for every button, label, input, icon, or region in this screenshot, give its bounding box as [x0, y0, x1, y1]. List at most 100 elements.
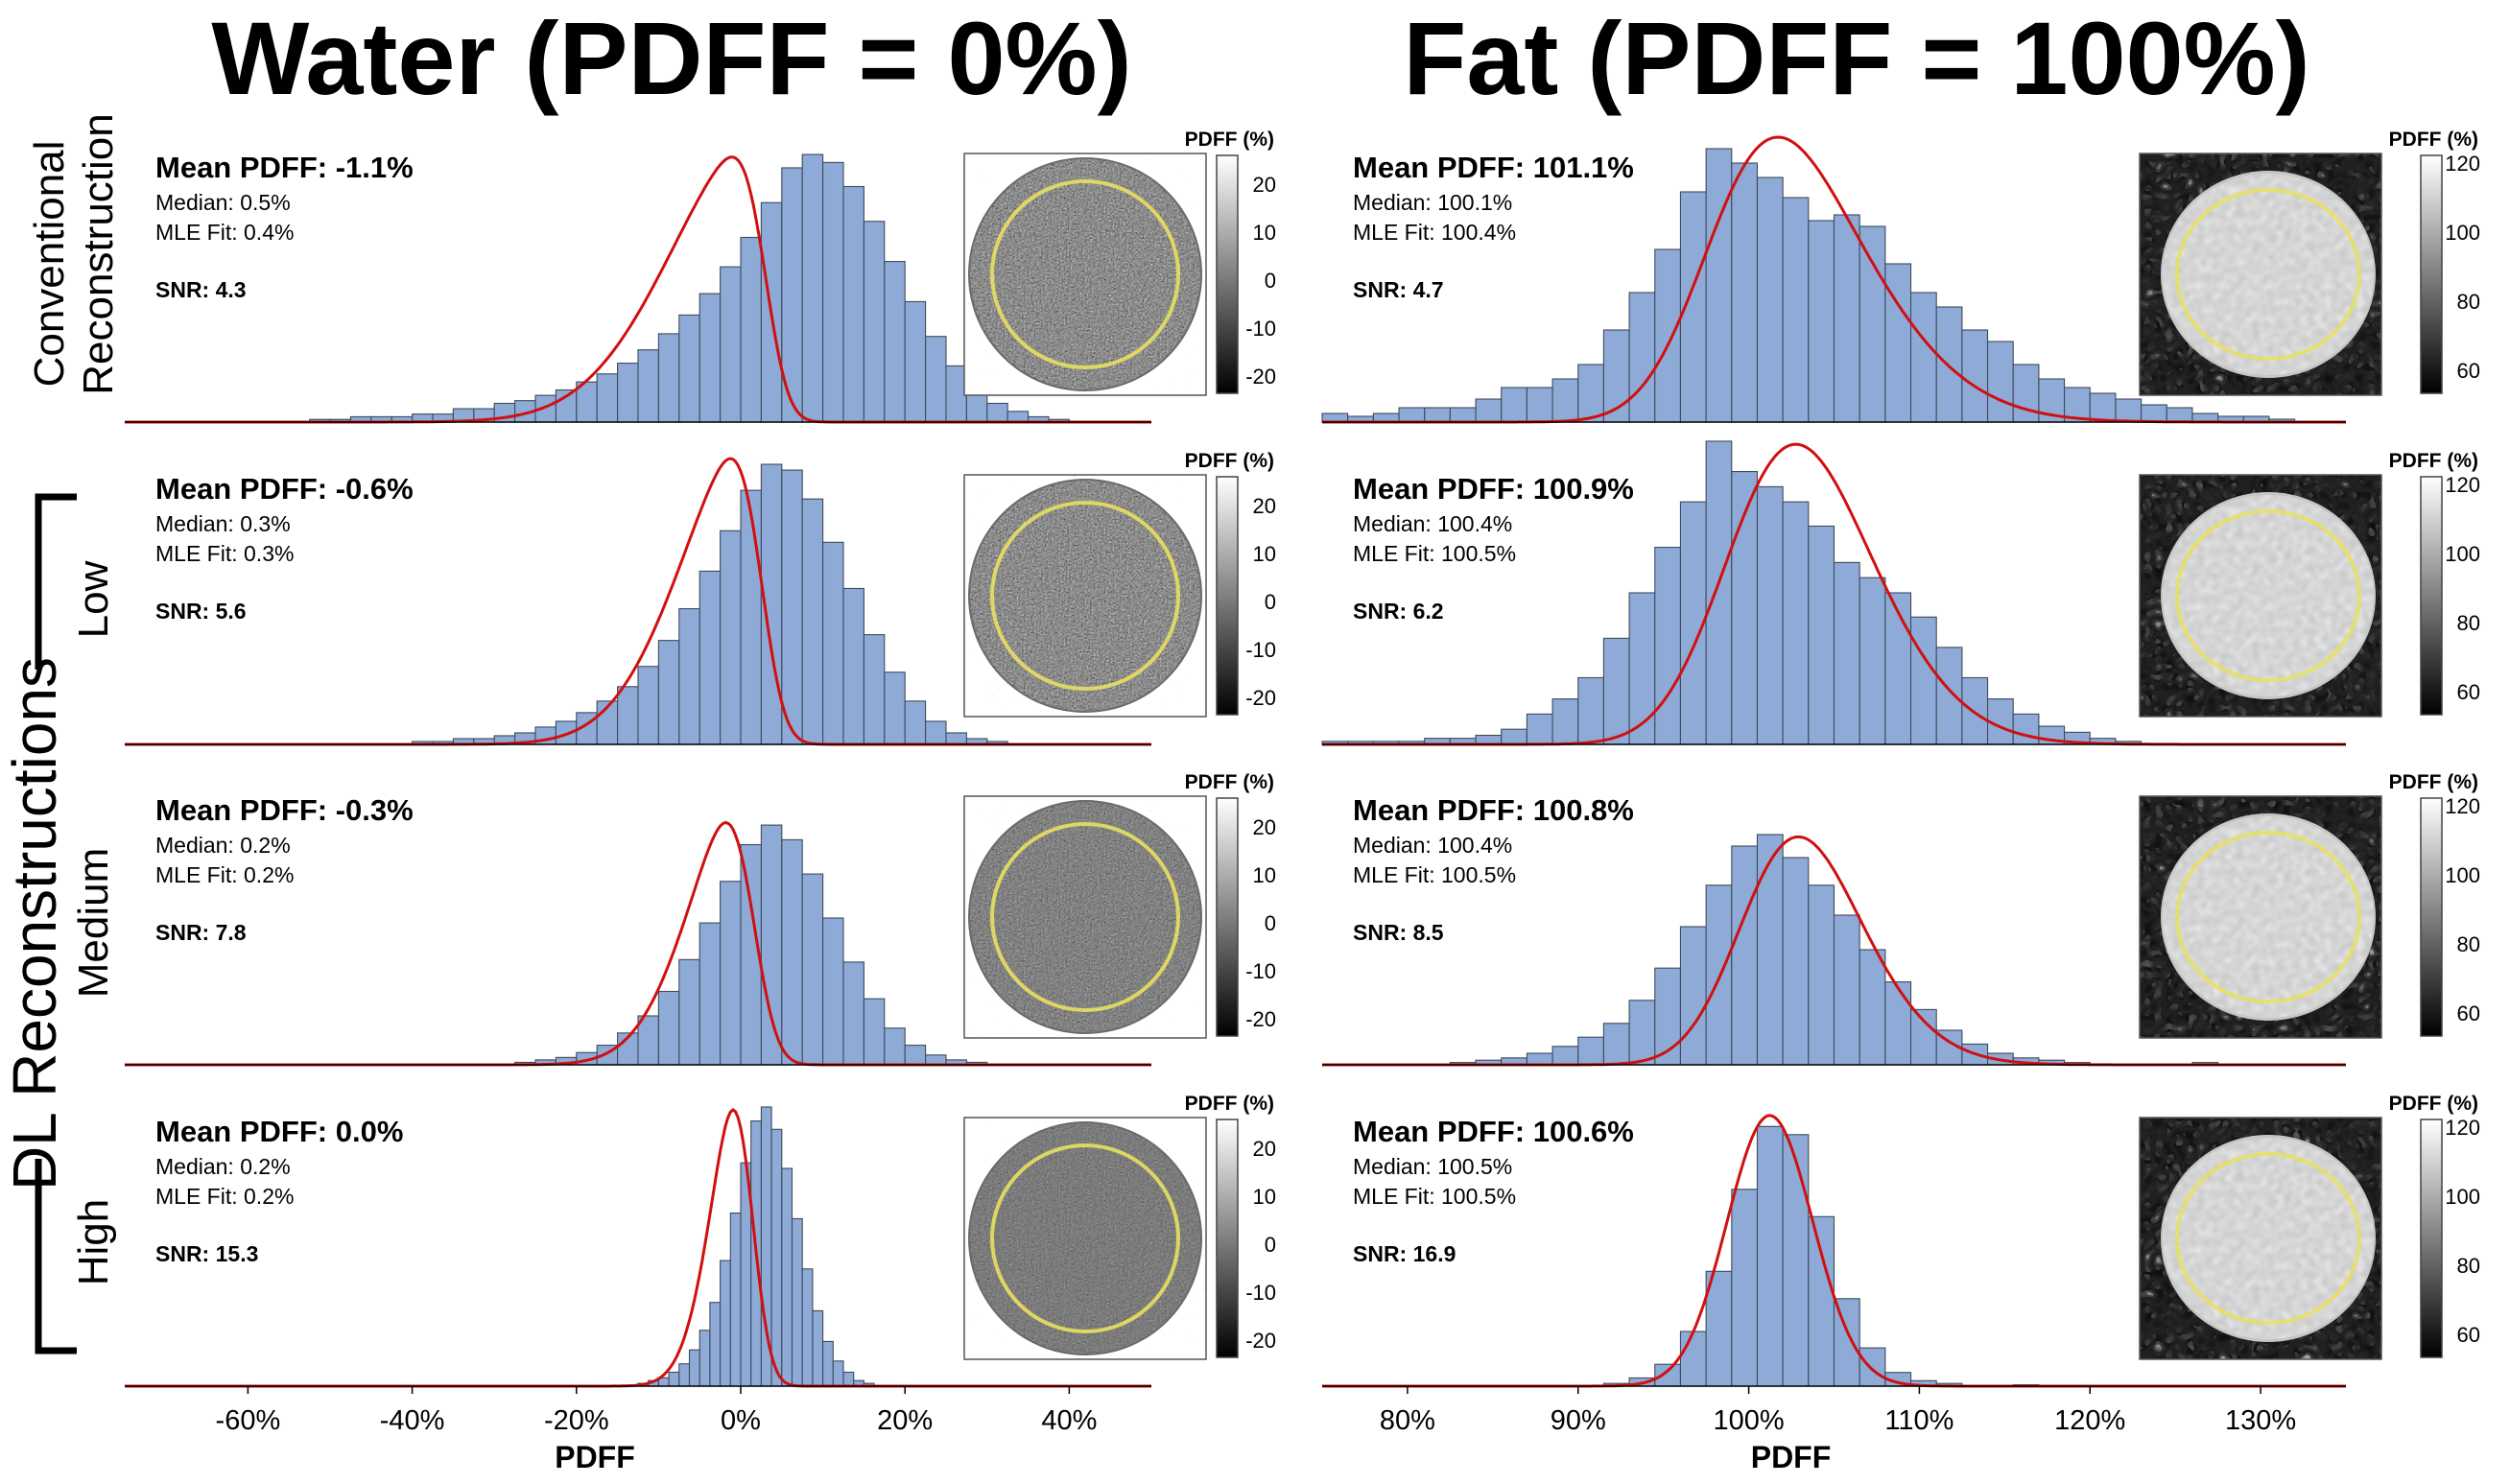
colorbar-title: PDFF (%): [2389, 450, 2478, 472]
histogram-bar: [1859, 577, 1886, 745]
row-label-line: Reconstruction: [75, 113, 122, 394]
histogram-bar: [1551, 378, 1579, 423]
phantom-disc-noise: [970, 159, 1200, 389]
colorbar-tick-label: 80: [2457, 290, 2480, 314]
pdff-map-inset: [963, 474, 1207, 718]
histogram-bar: [801, 153, 824, 423]
histogram-bar: [668, 1371, 680, 1387]
map-frame: [963, 474, 1207, 718]
histogram-bar: [863, 998, 886, 1066]
roi-circle: [990, 1143, 1180, 1333]
histogram-bar: [1628, 592, 1656, 745]
histogram-bar: [1602, 637, 1630, 745]
histogram-bar: [822, 541, 844, 745]
histogram-bar: [945, 732, 967, 745]
row-label-conventional: Conventional Reconstruction: [26, 113, 122, 394]
x-tick-label: 130%: [2225, 1405, 2296, 1436]
histogram-bar: [740, 236, 762, 423]
x-tick-label: -60%: [216, 1405, 281, 1436]
colorbar-tick-label: 120: [2445, 1116, 2480, 1140]
phantom-disc: [968, 479, 1202, 713]
mle-fit-label: MLE Fit: 0.4%: [155, 220, 294, 245]
histogram-water-dl-medium: Mean PDFF: -0.3% Median: 0.2% MLE Fit: 0.2…: [125, 771, 1276, 1067]
phantom-disc: [968, 800, 1202, 1034]
mle-fit-label: MLE Fit: 100.5%: [1353, 541, 1516, 566]
histogram-bar: [1679, 501, 1707, 745]
histogram-bar: [1705, 148, 1733, 423]
histogram-bar: [1526, 387, 1553, 423]
colorbar-title: PDFF (%): [1185, 771, 1274, 793]
histogram-bar: [1782, 857, 1810, 1066]
histogram-bar: [812, 1309, 824, 1387]
map-frame: [963, 1117, 1207, 1360]
snr-label: SNR: 15.3: [155, 1241, 258, 1266]
histogram-bar: [1577, 364, 1604, 423]
histogram-bar: [1961, 329, 1989, 423]
colorbar-tick-label: 60: [2457, 1001, 2480, 1025]
colorbar-tick-label: 100: [2445, 1185, 2480, 1209]
histogram-bar: [863, 221, 886, 423]
histogram-bar: [801, 873, 824, 1066]
histogram-bar: [1884, 263, 1912, 423]
histogram-bar: [1909, 292, 1937, 423]
histogram-fat-dl-high: Mean PDFF: 100.6% Median: 100.5% MLE Fit: …: [1322, 1093, 2480, 1388]
histogram-bar: [1909, 1008, 1937, 1066]
histogram-bar: [1808, 220, 1835, 423]
roi-circle: [990, 179, 1180, 369]
x-tick-label: 90%: [1551, 1405, 1606, 1436]
pdff-colorbar: PDFF (%) 20 10 0 -10 -20: [1185, 129, 1276, 394]
colorbar-tick-label: -10: [1245, 1281, 1276, 1305]
row-label-high: High: [70, 1199, 117, 1286]
pdff-colorbar: PDFF (%) 20 10 0 -10 -20: [1185, 450, 1276, 716]
histogram-bar: [1884, 981, 1912, 1066]
mle-fit-label: MLE Fit: 0.3%: [155, 541, 294, 566]
colorbar-title: PDFF (%): [2389, 1093, 2478, 1115]
histogram-bar: [822, 1340, 834, 1387]
colorbar-gradient: [1216, 797, 1239, 1037]
mean-pdff-label: Mean PDFF: 0.0%: [155, 1115, 403, 1148]
histogram-bar: [945, 365, 967, 423]
colorbar-tick-label: 0: [1265, 269, 1276, 293]
mean-pdff-label: Mean PDFF: -0.3%: [155, 793, 414, 827]
histogram-bar: [884, 671, 906, 745]
histogram-bar: [720, 266, 742, 423]
histogram-bar: [688, 1349, 700, 1387]
phantom-disc-noise: [970, 1123, 1200, 1354]
colorbar-tick-label: 0: [1265, 1233, 1276, 1257]
histogram-bar: [720, 1260, 731, 1387]
phantom-body-noise: [2163, 495, 2374, 696]
histogram-bar: [657, 640, 680, 745]
pdff-colorbar: PDFF (%)120 100 80 60: [2389, 450, 2480, 716]
histogram-bar: [1475, 398, 1503, 423]
fat-column-title: Fat (PDFF = 100%): [1403, 0, 2309, 116]
histogram-bar: [1756, 485, 1784, 745]
colorbar-tick-label: 10: [1253, 221, 1276, 245]
phantom-body: [2161, 492, 2376, 699]
map-frame: [2139, 1117, 2382, 1360]
x-tick-label: 100%: [1713, 1405, 1784, 1436]
histogram-bar: [2012, 713, 2040, 745]
colorbar-tick-label: 120: [2445, 473, 2480, 497]
histogram-bar: [1577, 1036, 1604, 1066]
x-tick-label: 20%: [877, 1405, 933, 1436]
x-tick-label: -20%: [544, 1405, 609, 1436]
map-frame: [2139, 795, 2382, 1039]
histogram-bar: [699, 293, 722, 423]
histogram-bar: [1859, 1347, 1886, 1387]
median-label: Median: 0.2%: [155, 1154, 291, 1179]
phantom-body-noise: [2163, 1138, 2374, 1339]
x-tick-label: 110%: [1884, 1405, 1954, 1436]
x-tick-label: 40%: [1041, 1405, 1097, 1436]
colorbar-tick-label: -20: [1245, 686, 1276, 710]
histogram-bar: [637, 666, 659, 745]
histogram-bar: [1756, 834, 1784, 1066]
pdff-colorbar: PDFF (%)120 100 80 60: [2389, 771, 2480, 1037]
colorbar-title: PDFF (%): [1185, 129, 1274, 151]
pdff-map-inset: [2139, 1117, 2382, 1360]
histogram-water-dl-high: Mean PDFF: 0.0% Median: 0.2% MLE Fit: 0.2%…: [125, 1093, 1276, 1388]
histogram-bar: [925, 1054, 947, 1066]
histogram-bar: [2064, 387, 2091, 423]
histogram-bar: [1526, 1052, 1553, 1066]
median-label: Median: 100.4%: [1353, 511, 1512, 536]
histogram-bar: [1935, 647, 1963, 745]
